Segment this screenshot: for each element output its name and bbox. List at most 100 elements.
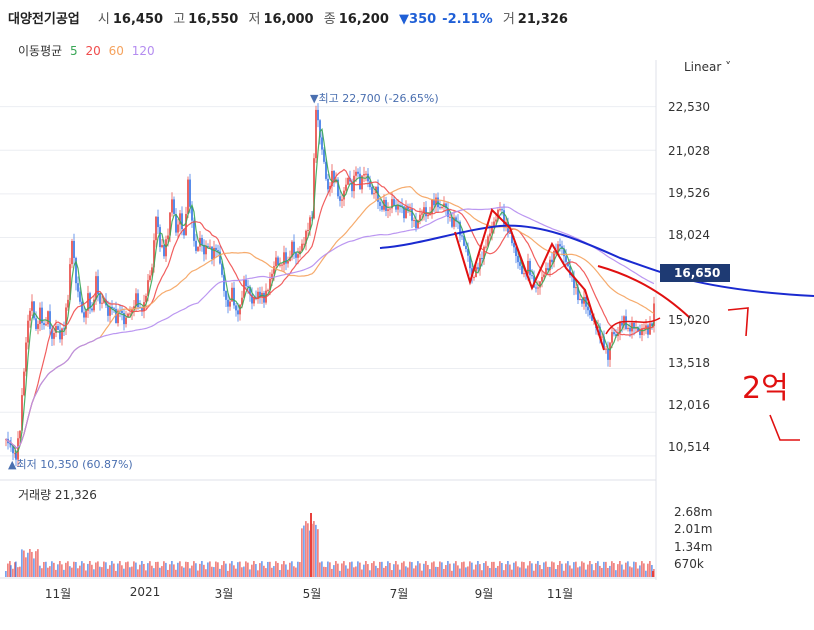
stock-header: 대양전기공업 시 16,450 고 16,550 저 16,000 종 16,200 ▼…: [8, 8, 568, 27]
candle-body: [159, 227, 161, 248]
candle-body: [47, 311, 49, 325]
volume-bar: [341, 563, 343, 577]
candle-body: [461, 235, 463, 237]
ma120-legend[interactable]: 120: [131, 44, 155, 58]
y-tick-label: 10,514: [668, 440, 710, 454]
candle-body: [569, 266, 571, 276]
candle-body: [127, 313, 129, 318]
candle-body: [463, 235, 465, 246]
volume-bar: [185, 561, 187, 577]
candle-body: [195, 240, 197, 251]
volume-bar: [571, 568, 573, 577]
volume-bar: [10, 565, 12, 577]
candle-body: [541, 277, 543, 282]
candle-body: [385, 199, 387, 211]
candle-body: [529, 260, 531, 276]
candle-body: [573, 276, 575, 288]
candle-body: [175, 214, 177, 233]
candle-body: [503, 210, 505, 225]
candle-body: [285, 252, 287, 264]
ma60-legend[interactable]: 60: [108, 44, 124, 58]
volume-bar: [75, 562, 77, 577]
candle-body: [311, 217, 313, 219]
candle-body: [647, 325, 649, 335]
volume-bar: [355, 566, 357, 577]
grid-lines: [0, 60, 657, 580]
candle-body: [633, 322, 635, 329]
candle-body: [343, 190, 345, 200]
volume-bar: [327, 561, 329, 577]
volume-bar: [115, 570, 117, 577]
ma-legend[interactable]: 이동평균 5 20 60 120: [18, 42, 159, 59]
candle-body: [67, 299, 69, 308]
candle-body: [197, 246, 199, 251]
volume-tick: 2.68m: [674, 505, 713, 519]
candle-body: [91, 308, 93, 311]
volume-bar: [449, 563, 451, 577]
volume-bar: [163, 561, 165, 577]
candle-body: [485, 246, 487, 248]
ma20-legend[interactable]: 20: [85, 44, 101, 58]
volume-bar: [279, 570, 281, 577]
candle-body: [33, 301, 35, 319]
candle-body: [281, 264, 283, 266]
candle-body: [213, 247, 215, 260]
volume-bar: [219, 568, 221, 577]
volume-bar: [309, 530, 311, 577]
volume-bar: [411, 562, 413, 577]
candle-body: [65, 307, 67, 329]
candle-body: [545, 268, 547, 275]
volume-bar: [49, 566, 51, 577]
ma5-line: [5, 128, 655, 454]
candle-body: [373, 193, 375, 195]
price-min-label: ▲최저 10,350 (60.87%): [8, 458, 133, 471]
ma5-legend[interactable]: 5: [70, 44, 78, 58]
volume-bar: [89, 561, 91, 577]
candle-body: [439, 207, 441, 209]
volume-bar: [367, 564, 369, 577]
candle-body: [575, 287, 577, 289]
volume-value: 21,326: [517, 12, 568, 27]
handwritten-annotations: 2억: [379, 208, 814, 441]
volume-bar: [297, 561, 299, 577]
candle-body: [237, 310, 239, 315]
volume-bar: [601, 567, 603, 577]
candle-body: [331, 170, 333, 186]
candle-body: [231, 287, 233, 302]
volume-bar: [535, 563, 537, 577]
volume-bar: [205, 569, 207, 577]
candle-body: [71, 240, 73, 265]
volume-tick: 2.01m: [674, 522, 713, 536]
candle-body: [315, 109, 317, 159]
volume-bar: [159, 567, 161, 577]
scale-dropdown[interactable]: Linear ˅: [684, 60, 732, 74]
volume-bar: [267, 561, 269, 577]
candle-body: [137, 293, 139, 308]
volume-bar: [413, 568, 415, 577]
volume-bar: [631, 567, 633, 577]
candle-body: [413, 220, 415, 222]
candle-body: [15, 453, 17, 460]
volume-bar: [423, 563, 425, 577]
volume-bar: [431, 562, 433, 577]
volume-bar: [139, 564, 141, 577]
volume-bar: [417, 561, 419, 577]
volume-bar: [31, 551, 33, 577]
candle-body: [451, 216, 453, 227]
volume-bar: [529, 561, 531, 577]
candle-body: [291, 241, 293, 258]
volume-bar: [239, 561, 241, 577]
volume-bar: [439, 561, 441, 577]
candle-body: [449, 216, 451, 218]
volume-bar: [379, 561, 381, 577]
volume-bar: [95, 562, 97, 577]
candle-body: [543, 274, 545, 278]
candle-body: [14, 453, 16, 455]
volume-bar: [605, 561, 607, 577]
candle-body: [75, 257, 77, 284]
volume-bar: [489, 568, 491, 577]
candle-body: [309, 217, 311, 231]
volume-bar: [9, 561, 11, 577]
volume-bar: [497, 565, 499, 577]
volume-bar: [223, 561, 225, 577]
